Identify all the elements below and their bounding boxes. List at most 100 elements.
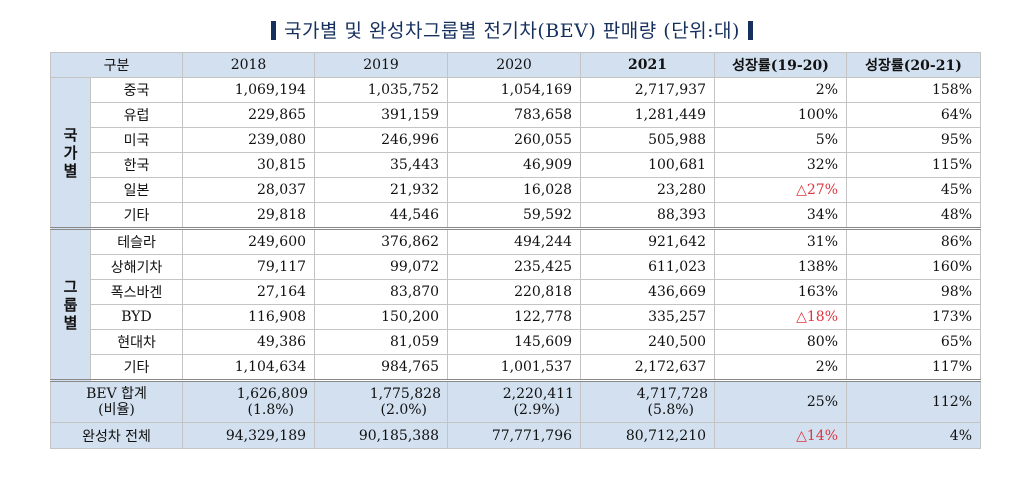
header-col: 2020 — [447, 52, 582, 78]
value-cell: 229,865 — [182, 102, 316, 128]
bev-total-share: (1.8%) — [247, 402, 295, 418]
growth-cell: 32% — [714, 152, 848, 178]
header-col: 2018 — [182, 52, 316, 78]
all-total-growth: △14% — [714, 422, 848, 449]
growth-cell: 31% — [714, 227, 848, 255]
value-cell: 27,164 — [182, 279, 316, 305]
growth-cell: 173% — [846, 304, 982, 330]
growth-cell: 100% — [714, 102, 848, 128]
table-row: 유럽 229,865 391,159 783,658 1,281,449 100% 64% — [51, 102, 982, 128]
value-cell: 611,023 — [580, 254, 716, 280]
row-label: 테슬라 — [89, 227, 184, 255]
value-cell: 150,200 — [314, 304, 449, 330]
value-cell: 239,080 — [182, 127, 316, 153]
bev-total-cell: 1,775,828 (2.0%) — [314, 379, 449, 423]
value-cell: 335,257 — [580, 304, 716, 330]
value-cell: 240,500 — [580, 329, 716, 355]
value-cell: 921,642 — [580, 227, 716, 255]
value-cell: 28,037 — [182, 177, 316, 203]
value-cell: 46,909 — [447, 152, 582, 178]
row-group-char: 그 — [63, 277, 78, 296]
table-row: 미국 239,080 246,996 260,055 505,988 5% 95% — [51, 127, 982, 153]
value-cell: 79,117 — [182, 254, 316, 280]
row-label: 일본 — [89, 177, 184, 203]
value-cell: 59,592 — [447, 202, 582, 229]
table-row: BYD 116,908 150,200 122,778 335,257 △18% 173% — [51, 304, 982, 330]
country-section: 국 가 별 중국 1,069,194 1,035,752 1,054,169 2,717,93… — [50, 77, 982, 229]
bev-total-row: BEV 합계 (비율) 1,626,809 (1.8%) 1,775,828 (2.… — [49, 379, 982, 423]
totals-section: BEV 합계 (비율) 1,626,809 (1.8%) 1,775,828 (2.… — [49, 379, 982, 449]
growth-cell: 163% — [714, 279, 848, 305]
page-title: 국가별 및 완성차그룹별 전기차(BEV) 판매량 (단위:대) — [0, 16, 1024, 43]
row-group-char: 별 — [63, 313, 78, 332]
bev-total-share: (2.0%) — [380, 402, 428, 418]
row-label: 기타 — [89, 354, 184, 381]
row-label: 유럽 — [89, 102, 184, 128]
all-total-value: 80,712,210 — [580, 422, 716, 449]
row-label: 상해기차 — [89, 254, 184, 280]
all-total-value: 94,329,189 — [182, 422, 316, 449]
bev-total-cell: 1,626,809 (1.8%) — [182, 379, 316, 423]
value-cell: 21,932 — [314, 177, 449, 203]
row-group-char: 룹 — [63, 295, 78, 314]
all-total-growth: 4% — [846, 422, 982, 449]
bev-total-growth: 112% — [846, 379, 982, 423]
growth-cell: 86% — [846, 227, 982, 255]
row-label: 미국 — [89, 127, 184, 153]
header-label: 구분 — [49, 52, 184, 78]
value-cell: 1,001,537 — [447, 354, 582, 381]
table-row: 상해기차 79,117 99,072 235,425 611,023 138% 160% — [51, 254, 982, 280]
row-label: 기타 — [89, 202, 184, 229]
bev-total-label: BEV 합계 (비율) — [49, 379, 184, 423]
header-col: 2021 — [580, 52, 716, 78]
all-total-value: 77,771,796 — [447, 422, 582, 449]
value-cell: 235,425 — [447, 254, 582, 280]
value-cell: 99,072 — [314, 254, 449, 280]
value-cell: 29,818 — [182, 202, 316, 229]
value-cell: 2,172,637 — [580, 354, 716, 381]
growth-cell: 98% — [846, 279, 982, 305]
growth-cell: 45% — [846, 177, 982, 203]
value-cell: 783,658 — [447, 102, 582, 128]
row-group-char: 가 — [63, 143, 78, 162]
table-row: 기타 29,818 44,546 59,592 88,393 34% 48% — [51, 202, 982, 229]
growth-cell: 64% — [846, 102, 982, 128]
bev-total-value: 2,220,411 — [502, 386, 575, 402]
value-cell: 49,386 — [182, 329, 316, 355]
value-cell: 1,281,449 — [580, 102, 716, 128]
row-group-char: 국 — [63, 125, 78, 144]
value-cell: 1,035,752 — [314, 77, 449, 103]
bev-total-growth: 25% — [714, 379, 848, 423]
value-cell: 249,600 — [182, 227, 316, 255]
growth-cell: 138% — [714, 254, 848, 280]
value-cell: 122,778 — [447, 304, 582, 330]
bev-total-label-line1: BEV 합계 — [86, 386, 147, 402]
value-cell: 984,765 — [314, 354, 449, 381]
table-row: 한국 30,815 35,443 46,909 100,681 32% 115% — [51, 152, 982, 178]
growth-cell: 95% — [846, 127, 982, 153]
header-col: 2019 — [314, 52, 449, 78]
table-row: 그 룹 별 테슬라 249,600 376,862 494,244 921,642 31% 86% — [50, 227, 982, 381]
value-cell: 1,054,169 — [447, 77, 582, 103]
value-cell: 220,818 — [447, 279, 582, 305]
all-total-row: 완성차 전체 94,329,189 90,185,388 77,771,796 … — [49, 422, 982, 449]
bev-total-label-line2: (비율) — [98, 402, 135, 418]
value-cell: 2,717,937 — [580, 77, 716, 103]
table-row: 폭스바겐 27,164 83,870 220,818 436,669 163% 98% — [51, 279, 982, 305]
growth-cell: 2% — [714, 77, 848, 103]
all-total-label: 완성차 전체 — [49, 422, 184, 449]
growth-cell: 115% — [846, 152, 982, 178]
growth-cell: 48% — [846, 202, 982, 229]
bev-sales-table: 구분 2018 2019 2020 2021 성장률(19-20) 성장률(20… — [49, 52, 982, 449]
row-label: BYD — [89, 304, 184, 330]
all-total-value: 90,185,388 — [314, 422, 449, 449]
growth-cell: 2% — [714, 354, 848, 381]
growth-cell: 158% — [846, 77, 982, 103]
value-cell: 83,870 — [314, 279, 449, 305]
value-cell: 88,393 — [580, 202, 716, 229]
growth-cell: △27% — [714, 177, 848, 203]
bev-total-cell: 4,717,728 (5.8%) — [580, 379, 716, 423]
value-cell: 260,055 — [447, 127, 582, 153]
row-label: 현대차 — [89, 329, 184, 355]
